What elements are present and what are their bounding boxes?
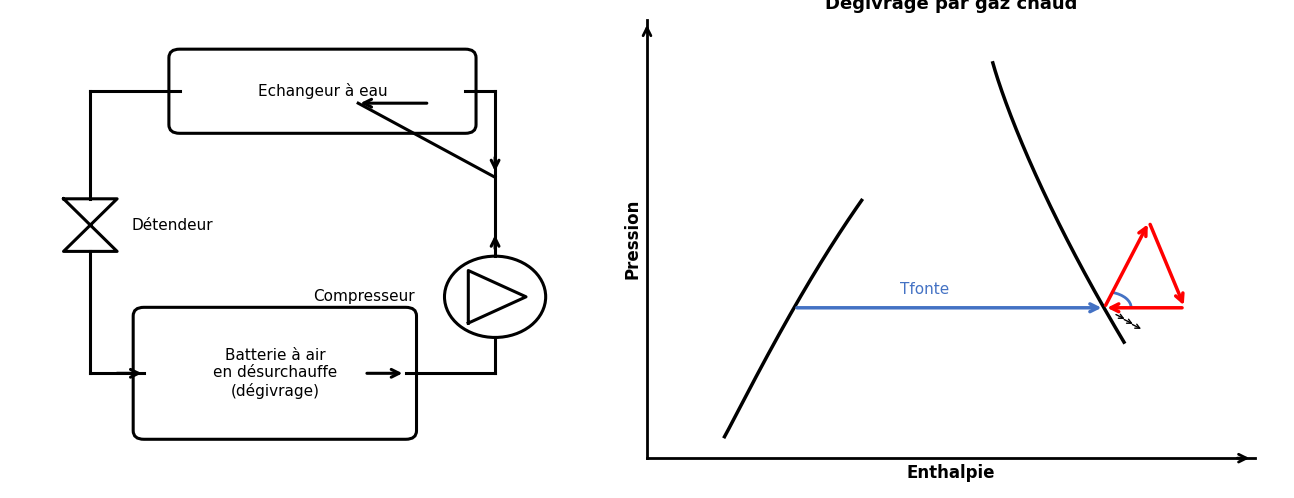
FancyBboxPatch shape xyxy=(170,49,476,133)
X-axis label: Enthalpie: Enthalpie xyxy=(907,464,995,482)
Text: Batterie à air
en désurchauffe
(dégivrage): Batterie à air en désurchauffe (dégivrag… xyxy=(212,348,336,399)
Y-axis label: Pression: Pression xyxy=(624,199,642,279)
Text: Détendeur: Détendeur xyxy=(132,218,214,233)
Text: Tfonte: Tfonte xyxy=(899,282,949,297)
FancyBboxPatch shape xyxy=(133,307,417,439)
Text: Echangeur à eau: Echangeur à eau xyxy=(258,83,387,99)
Text: Compresseur: Compresseur xyxy=(313,289,414,304)
Title: Dégivrage par gaz chaud: Dégivrage par gaz chaud xyxy=(824,0,1078,13)
